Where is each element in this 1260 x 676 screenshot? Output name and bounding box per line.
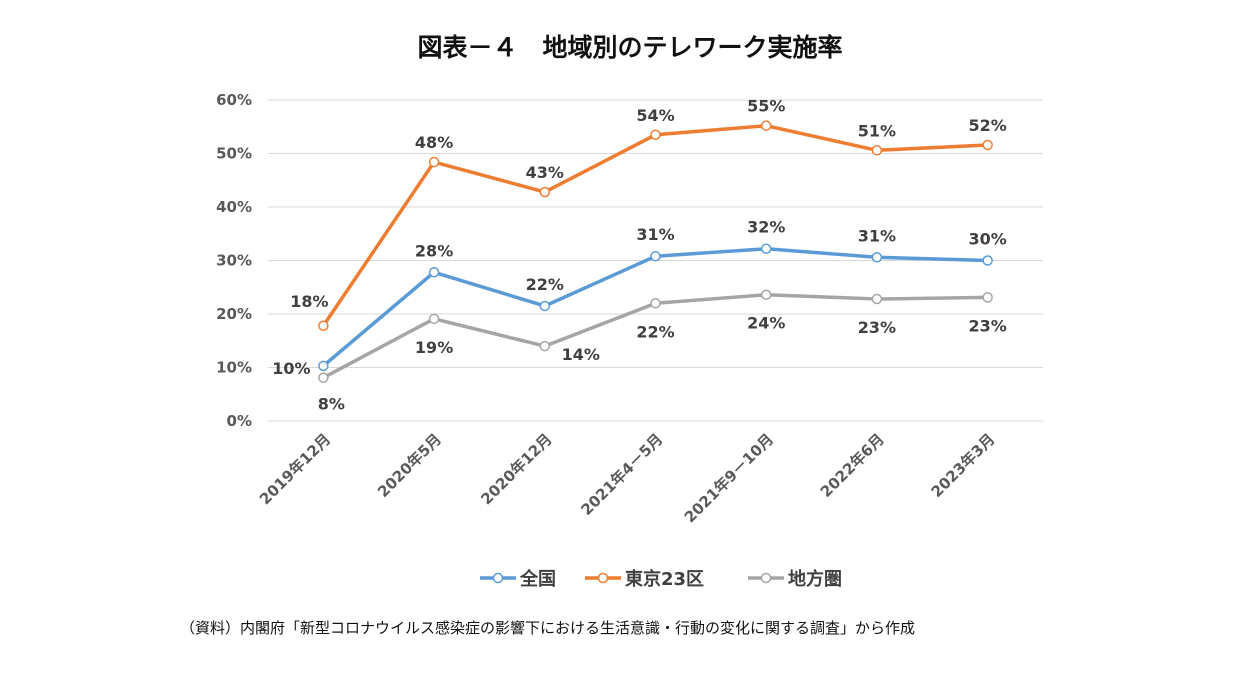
data-label: 31% [858, 226, 896, 245]
data-point [871, 293, 883, 305]
x-tick-label: 2022年6月 [817, 430, 888, 501]
data-label: 10% [272, 359, 310, 378]
x-tick-label: 2021年9－10月 [681, 430, 777, 526]
y-tick-label: 10% [216, 359, 252, 377]
data-label: 23% [968, 316, 1006, 335]
data-point [982, 255, 993, 266]
data-label: 14% [562, 345, 600, 364]
data-label: 22% [636, 322, 674, 341]
data-point [650, 129, 661, 141]
data-point [428, 267, 440, 278]
data-label: 31% [636, 225, 674, 244]
data-label: 8% [318, 395, 345, 414]
legend-marker [492, 572, 504, 584]
source-note: （資料）内閣府「新型コロナウイルス感染症の影響下における生活意識・行動の変化に関… [180, 619, 916, 637]
data-label: 55% [747, 97, 785, 116]
data-point [760, 243, 772, 254]
data-label: 51% [858, 121, 896, 140]
data-point [318, 372, 329, 383]
data-label: 22% [526, 275, 564, 294]
data-point [428, 156, 440, 168]
data-point [760, 289, 772, 300]
data-label: 30% [968, 230, 1006, 249]
data-label: 24% [747, 314, 785, 333]
data-label: 54% [636, 106, 674, 125]
data-point [871, 145, 883, 156]
y-tick-label: 50% [216, 145, 252, 163]
x-tick-label: 2021年4－5月 [577, 430, 666, 519]
data-point [428, 313, 440, 325]
data-label: 32% [747, 218, 785, 237]
chart-title: 図表－４ 地域別のテレワーク実施率 [417, 33, 843, 62]
data-point [539, 340, 551, 352]
y-tick-label: 0% [227, 412, 252, 430]
x-tick-label: 2020年5月 [374, 430, 445, 501]
data-label: 52% [968, 116, 1006, 135]
y-tick-label: 40% [216, 198, 252, 216]
data-label: 19% [415, 338, 453, 357]
data-point [982, 139, 993, 151]
legend-marker [597, 572, 609, 584]
legend-label: 東京23区 [625, 568, 704, 590]
data-label: 23% [858, 318, 896, 337]
data-point [760, 120, 772, 131]
data-point [871, 252, 883, 263]
data-label: 48% [415, 133, 453, 152]
data-point [539, 186, 551, 198]
data-point [318, 320, 329, 332]
legend-marker [760, 572, 772, 584]
y-tick-label: 20% [216, 305, 252, 323]
data-point [650, 298, 661, 309]
x-tick-label: 2023年3月 [928, 430, 999, 501]
data-label: 43% [526, 163, 564, 182]
data-label: 28% [415, 241, 453, 260]
x-tick-label: 2019年12月 [256, 430, 334, 508]
data-point [318, 360, 329, 372]
data-point [982, 292, 993, 303]
data-label: 18% [290, 292, 328, 311]
y-tick-label: 30% [216, 252, 252, 270]
legend-label: 全国 [519, 568, 556, 590]
legend-label: 地方圏 [788, 568, 842, 590]
data-point [539, 300, 551, 312]
data-point [650, 250, 661, 262]
y-tick-label: 60% [216, 91, 252, 109]
x-tick-label: 2020年12月 [477, 430, 555, 508]
